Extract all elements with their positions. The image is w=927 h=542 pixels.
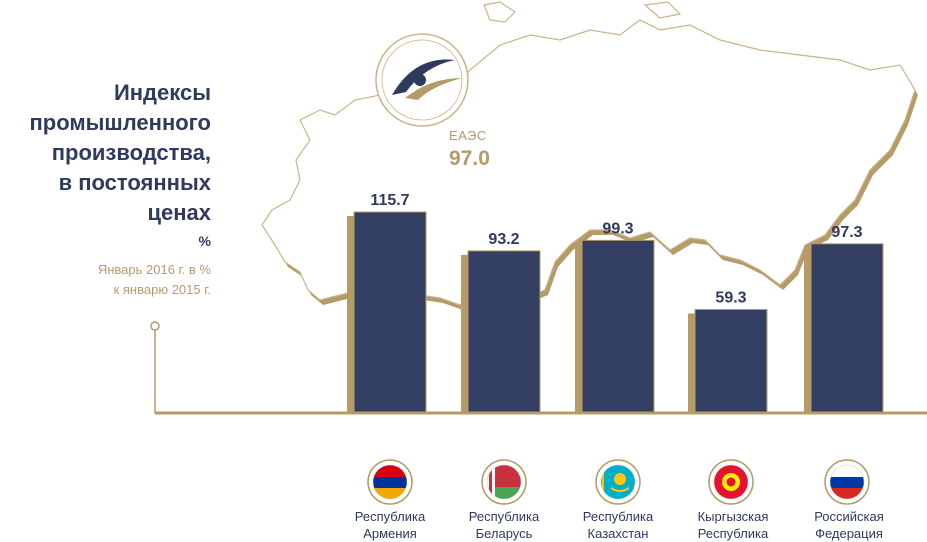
title-line-1: Индексы bbox=[113, 80, 211, 105]
country-label-line1: Республика bbox=[582, 509, 654, 524]
bar-russia bbox=[804, 243, 884, 413]
country-label-line2: Армения bbox=[363, 526, 417, 541]
armenia-flag-icon bbox=[367, 459, 413, 505]
value-label-russia: 97.3 bbox=[831, 224, 862, 241]
title-line-5: ценах bbox=[147, 200, 211, 225]
value-label-armenia: 115.7 bbox=[370, 192, 409, 209]
eaeu-value: 97.0 bbox=[449, 147, 490, 170]
country-label-line1: Российская bbox=[814, 509, 884, 524]
subtitle-line-2: к январю 2015 г. bbox=[113, 282, 211, 297]
bar-kazakhstan bbox=[575, 239, 655, 413]
kyrgyzstan-flag-icon bbox=[708, 459, 754, 505]
axis-pin bbox=[150, 321, 160, 413]
bar-side bbox=[688, 313, 696, 412]
bar-kyrgyzstan bbox=[688, 308, 768, 413]
chart-subtitle: Январь 2016 г. в % к январю 2015 г. bbox=[0, 260, 211, 300]
country-label-line1: Республика bbox=[354, 509, 426, 524]
country-label-russia: Российская Федерация bbox=[789, 508, 909, 542]
belarus-flag-icon bbox=[481, 459, 527, 505]
bar-armenia bbox=[347, 211, 427, 413]
country-label-belarus: Республика Беларусь bbox=[444, 508, 564, 542]
bar-face bbox=[581, 239, 655, 413]
country-label-line2: Казахстан bbox=[587, 526, 649, 541]
bar-side bbox=[461, 254, 469, 412]
bar-side bbox=[804, 247, 812, 412]
bar-face bbox=[810, 243, 884, 413]
unit-label: % bbox=[198, 233, 211, 249]
value-labels-group: 115.7 93.2 99.3 59.3 97.3 bbox=[370, 192, 862, 306]
eaeu-label: ЕАЭС bbox=[449, 128, 487, 143]
bars-group bbox=[347, 211, 884, 413]
country-label-armenia: Республика Армения bbox=[330, 508, 450, 542]
russia-flag-icon bbox=[824, 459, 870, 505]
country-label-kyrgyzstan: Кыргызская Республика bbox=[673, 508, 793, 542]
country-label-line1: Кыргызская bbox=[697, 509, 769, 524]
title-line-2: промышленного bbox=[29, 110, 211, 135]
value-label-kazakhstan: 99.3 bbox=[602, 220, 633, 237]
kazakhstan-flag-icon bbox=[595, 459, 641, 505]
bar-face bbox=[467, 250, 541, 413]
bar-belarus bbox=[461, 250, 541, 413]
bar-face bbox=[694, 308, 768, 413]
country-label-kazakhstan: Республика Казахстан bbox=[558, 508, 678, 542]
flags-group bbox=[367, 459, 870, 505]
country-label-line2: Федерация bbox=[815, 526, 883, 541]
bar-side bbox=[347, 216, 355, 412]
country-label-line2: Республика bbox=[697, 526, 769, 541]
title-line-3: производства, bbox=[51, 140, 211, 165]
bar-face bbox=[353, 211, 427, 413]
chart-title: Индексы промышленного производства, в по… bbox=[0, 78, 211, 228]
title-line-4: в постоянных bbox=[58, 170, 211, 195]
value-label-belarus: 93.2 bbox=[488, 231, 519, 248]
country-label-line2: Беларусь bbox=[475, 526, 533, 541]
eaeu-logo bbox=[375, 33, 469, 127]
country-label-line1: Республика bbox=[468, 509, 540, 524]
value-label-kyrgyzstan: 59.3 bbox=[715, 289, 746, 306]
bar-side bbox=[575, 244, 583, 412]
subtitle-line-1: Январь 2016 г. в % bbox=[97, 262, 211, 277]
